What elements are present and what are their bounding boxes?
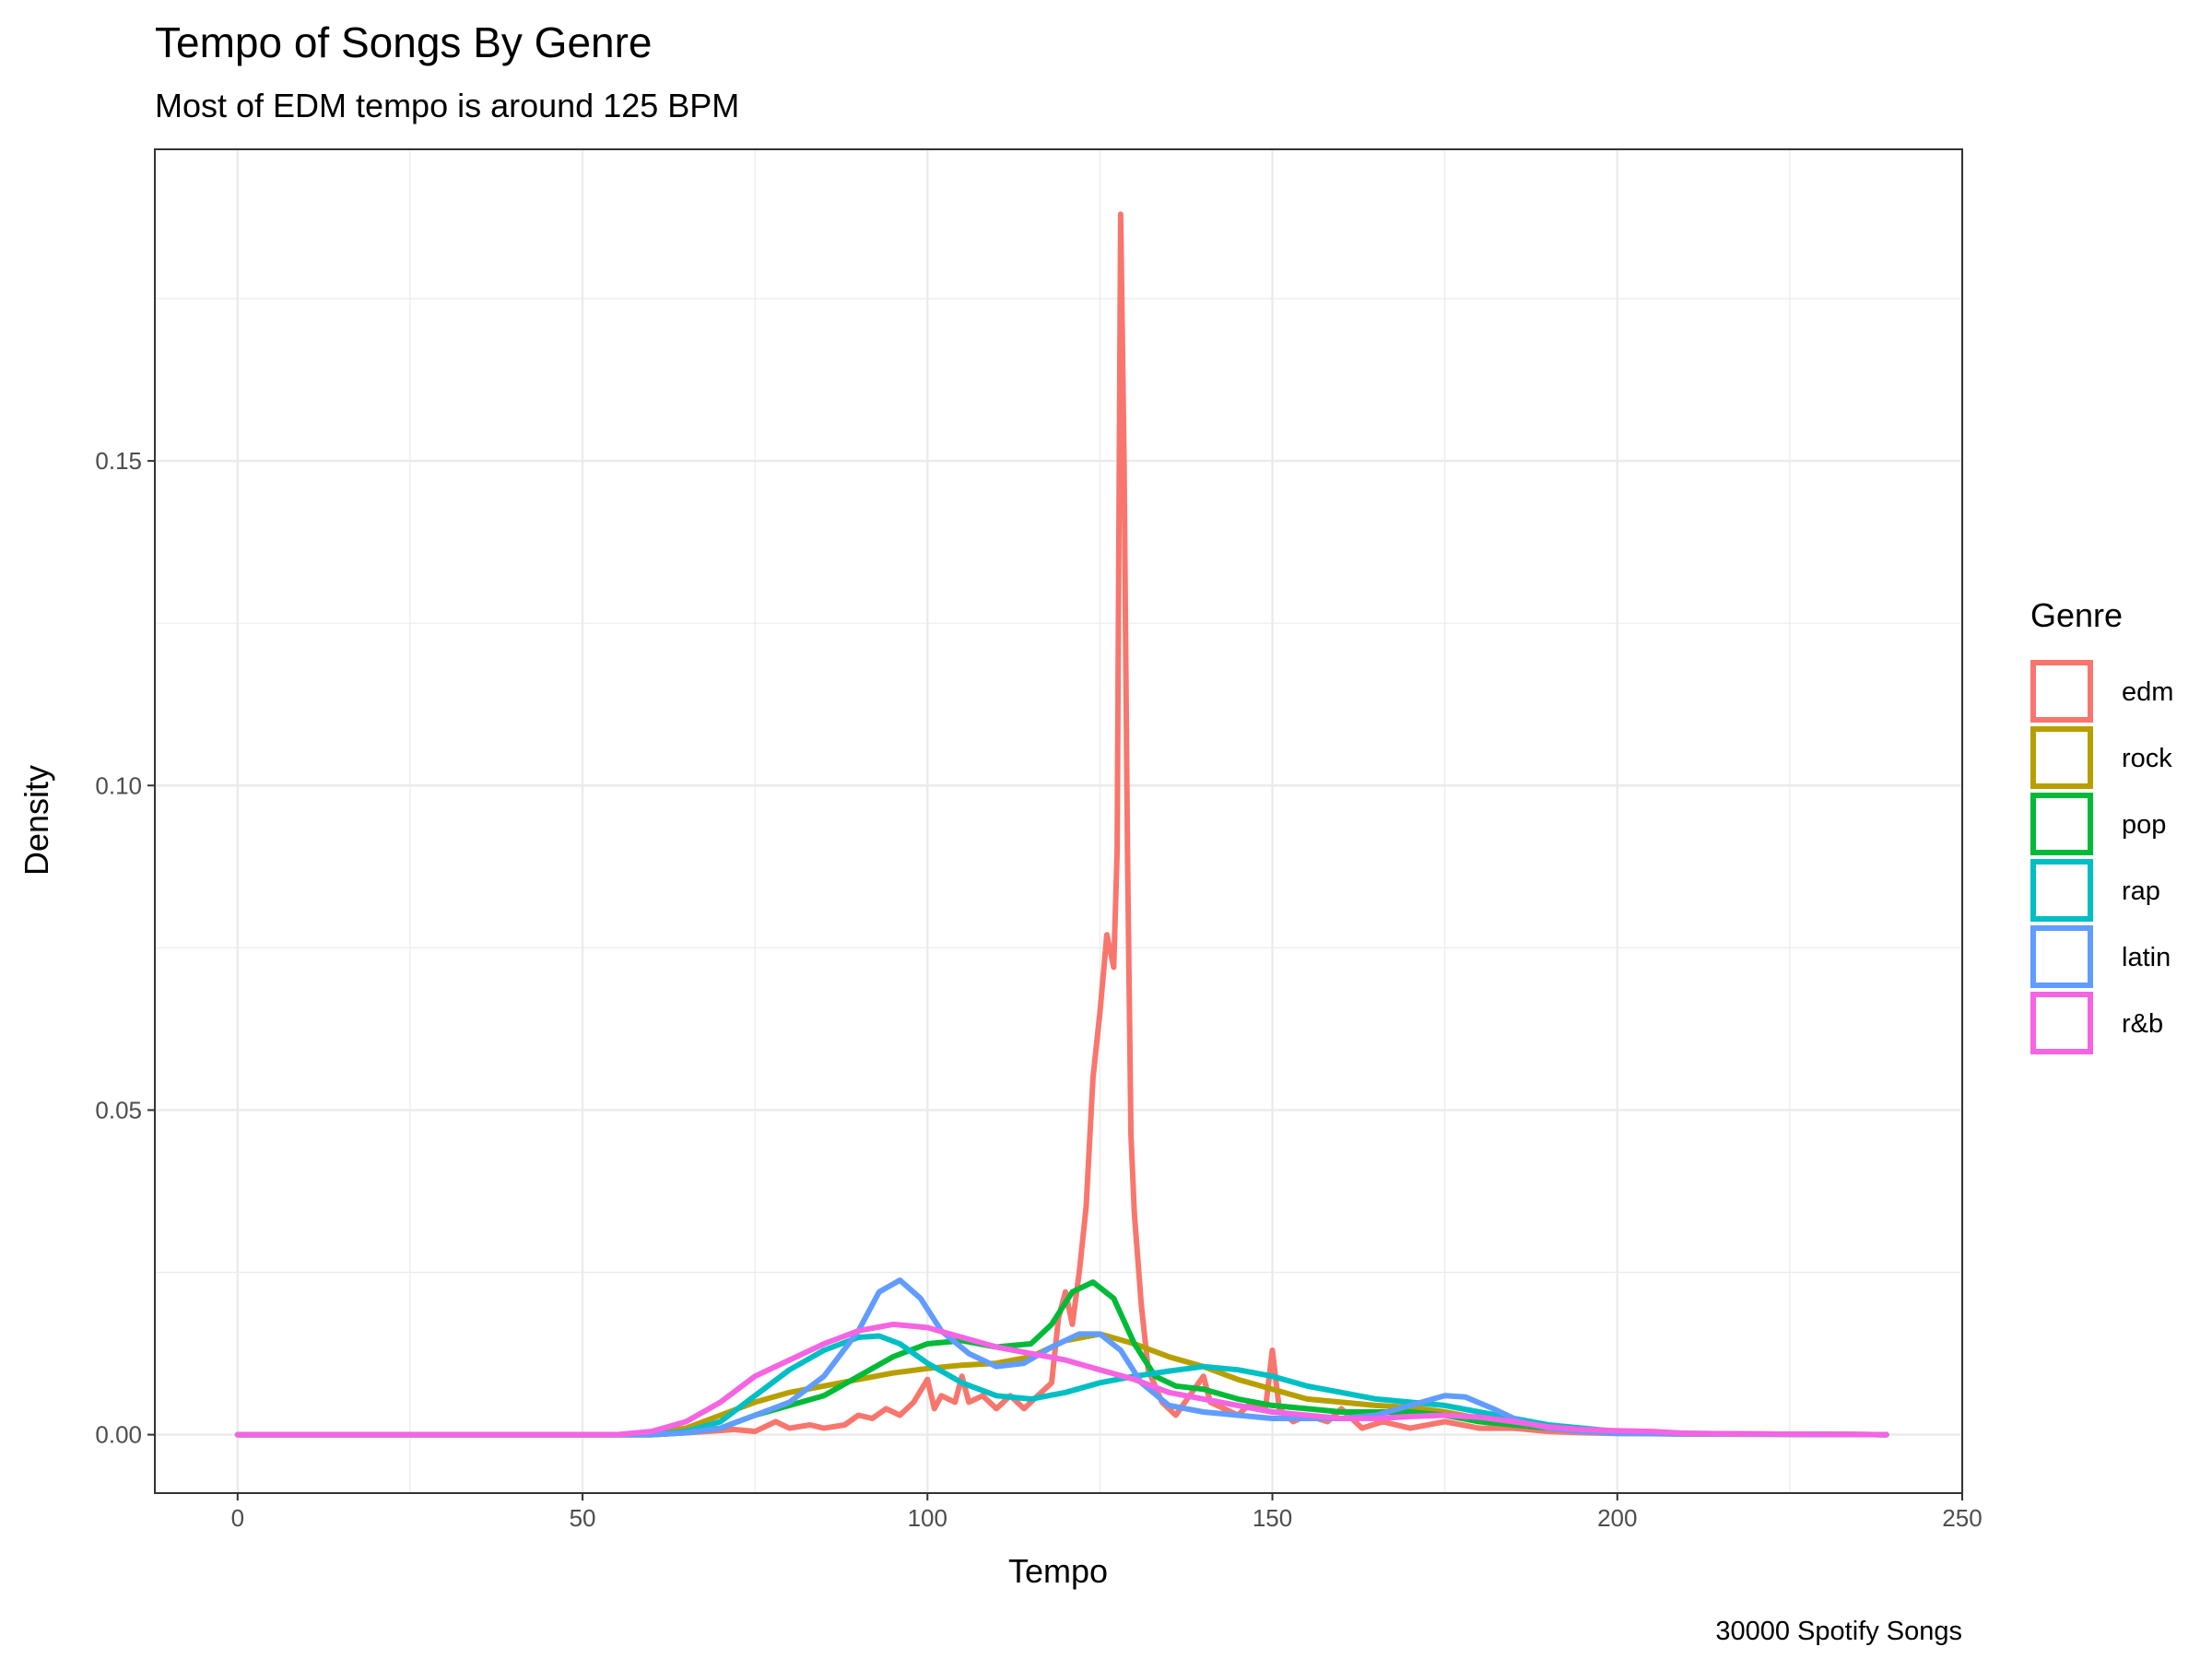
y-tick-label: 0.05 (95, 1096, 142, 1124)
x-tick-label: 100 (908, 1504, 947, 1532)
legend-title: Genre (2030, 596, 2123, 634)
legend-key-latin (2030, 925, 2093, 988)
legend-key-rap (2030, 859, 2093, 922)
y-tick-label: 0.10 (95, 771, 142, 799)
plot-border (154, 148, 1963, 1494)
legend-label-latin: latin (2122, 943, 2171, 972)
legend-key-rock (2030, 726, 2093, 789)
minor-gridlines (155, 149, 1962, 1493)
chart-subtitle: Most of EDM tempo is around 125 BPM (155, 87, 739, 124)
series-line-pop (234, 1279, 1889, 1438)
chart-caption: 30000 Spotify Songs (1715, 1617, 1962, 1646)
legend-key-edm (2030, 660, 2093, 723)
x-tick-label: 150 (1253, 1504, 1292, 1532)
legend-label-r-b: r&b (2122, 1009, 2163, 1039)
legend-label-rap: rap (2122, 877, 2160, 906)
legend-label-rock: rock (2122, 744, 2172, 773)
y-tick-label: 0.15 (95, 447, 142, 475)
x-axis: 0 50 100 150 200 250 (231, 1493, 1983, 1532)
x-tick-label: 0 (231, 1504, 244, 1532)
x-axis-title: Tempo (1008, 1552, 1108, 1590)
plot-background (155, 149, 1962, 1493)
legend-label-edm: edm (2122, 677, 2173, 707)
legend-key-r-b (2030, 992, 2093, 1054)
legend-label-pop: pop (2122, 810, 2166, 840)
chart-title: Tempo of Songs By Genre (155, 18, 653, 66)
density-lines (234, 211, 1889, 1438)
series-line-r-b (234, 1321, 1889, 1438)
x-tick-label: 250 (1942, 1504, 1982, 1532)
major-gridlines (155, 149, 1964, 1493)
series-line-latin (234, 1277, 1889, 1438)
x-tick-label: 200 (1597, 1504, 1637, 1532)
y-axis: 0.00 0.05 0.10 0.15 (95, 447, 155, 1449)
x-tick-label: 50 (570, 1504, 596, 1532)
y-axis-title: Density (18, 765, 55, 876)
legend: Genre edm rock pop rap latin r&b (2030, 596, 2173, 1054)
legend-key-pop (2030, 793, 2093, 855)
y-tick-label: 0.00 (95, 1421, 142, 1449)
